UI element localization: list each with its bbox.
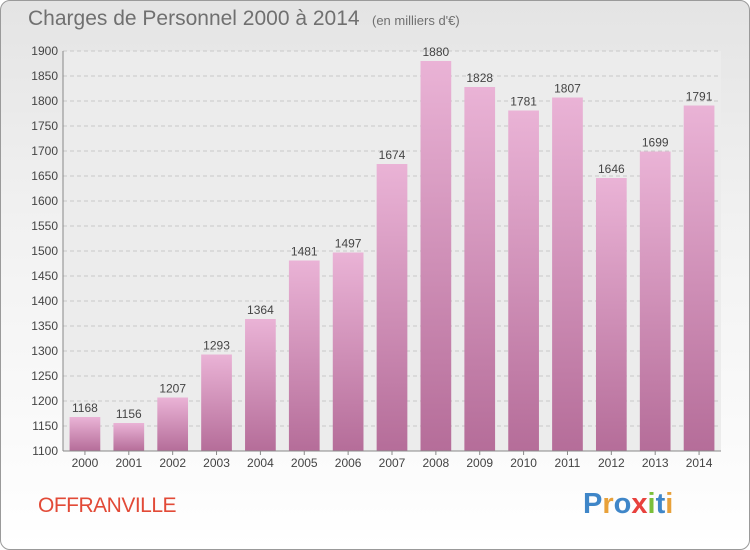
city-name: OFFRANVILLE [38, 494, 177, 517]
x-tick-label: 2002 [159, 456, 186, 470]
data-label: 1781 [510, 95, 537, 109]
bar [157, 397, 189, 451]
logo-letter: r [602, 488, 614, 520]
x-tick-label: 2014 [686, 456, 713, 470]
bar [683, 105, 715, 451]
data-label: 1674 [379, 148, 406, 162]
y-tick-label: 1250 [31, 369, 58, 383]
x-tick-label: 2000 [72, 456, 99, 470]
y-tick-label: 1100 [32, 444, 58, 458]
data-label: 1156 [116, 407, 142, 421]
bar [420, 61, 452, 451]
bar [376, 164, 408, 451]
x-tick-label: 2001 [115, 456, 142, 470]
data-label: 1880 [423, 45, 450, 59]
x-tick-label: 2011 [555, 456, 581, 470]
y-tick-label: 1900 [31, 44, 58, 58]
bar [639, 151, 671, 451]
x-tick-label: 2012 [598, 456, 625, 470]
chart-unit: (en milliers d'€) [372, 13, 460, 28]
x-tick-label: 2006 [335, 456, 362, 470]
data-label: 1481 [291, 245, 318, 259]
y-tick-label: 1750 [31, 119, 58, 133]
logo-letter: o [613, 488, 632, 520]
data-label: 1699 [642, 136, 669, 150]
y-tick-label: 1350 [31, 319, 58, 333]
x-tick-label: 2007 [379, 456, 406, 470]
y-tick-label: 1600 [31, 194, 58, 208]
x-tick-label: 2008 [423, 456, 450, 470]
data-label: 1791 [686, 90, 713, 104]
y-tick-label: 1300 [31, 344, 58, 358]
y-tick-label: 1150 [32, 419, 58, 433]
y-tick-label: 1550 [31, 219, 58, 233]
data-label: 1646 [598, 162, 625, 176]
data-label: 1828 [466, 71, 493, 85]
bar [201, 354, 232, 451]
y-tick-label: 1850 [31, 69, 58, 83]
x-tick-label: 2004 [247, 456, 274, 470]
logo-letter: i [665, 488, 674, 520]
x-tick-label: 2009 [466, 456, 493, 470]
x-tick-label: 2013 [642, 456, 669, 470]
bar [332, 252, 364, 451]
y-tick-label: 1800 [31, 94, 58, 108]
bar [288, 260, 320, 451]
bar [69, 417, 101, 451]
logo-letter: x [631, 488, 648, 520]
data-label: 1364 [247, 303, 274, 317]
chart-title: Charges de Personnel 2000 à 2014 [28, 7, 360, 30]
bar [508, 110, 539, 451]
data-label: 1807 [554, 82, 581, 96]
proxiti-logo: Proxiti [583, 488, 673, 521]
x-tick-label: 2010 [510, 456, 537, 470]
y-tick-label: 1700 [31, 144, 58, 158]
y-tick-label: 1400 [31, 294, 58, 308]
bar [552, 97, 583, 451]
logo-letter: t [655, 488, 666, 520]
x-tick-label: 2003 [203, 456, 230, 470]
bar [245, 319, 276, 451]
data-label: 1293 [203, 339, 230, 353]
y-tick-label: 1650 [31, 169, 58, 183]
logo-letter: i [647, 488, 656, 520]
data-label: 1168 [72, 401, 98, 415]
x-tick-label: 2005 [291, 456, 318, 470]
bar [113, 423, 145, 451]
logo-letter: P [583, 488, 603, 520]
y-tick-label: 1500 [31, 244, 58, 258]
bar [595, 178, 627, 451]
y-tick-label: 1200 [31, 394, 58, 408]
bar [464, 87, 496, 451]
data-label: 1207 [159, 382, 186, 396]
data-label: 1497 [335, 237, 362, 251]
y-tick-label: 1450 [31, 269, 58, 283]
